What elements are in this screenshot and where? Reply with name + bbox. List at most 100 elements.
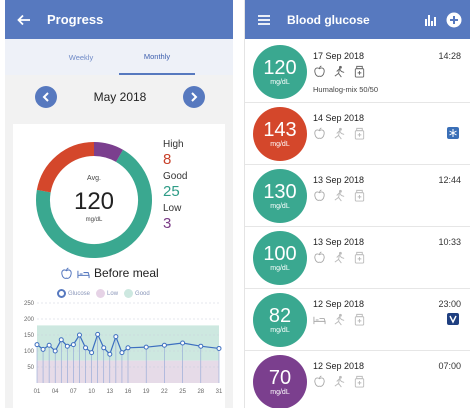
glucose-entry[interactable]: 100 mg/dL 13 Sep 2018 10:33 — [245, 227, 470, 289]
legend-good-label: Good — [135, 291, 150, 298]
entry-date: 12 Sep 2018 — [313, 361, 365, 371]
meal-label: Before meal — [94, 266, 159, 280]
y-tick-label: 250 — [24, 301, 35, 307]
entry-time: 10:33 — [438, 237, 461, 247]
statistics-icon[interactable] — [424, 13, 438, 27]
snowflake-icon — [447, 127, 459, 139]
tab-weekly[interactable]: Weekly — [68, 52, 94, 62]
glucose-value-badge: 143 mg/dL — [253, 107, 307, 161]
glucose-data-point — [34, 342, 40, 348]
legend-glucose-label: Glucose — [68, 291, 91, 298]
progress-screen: Progress Weekly Monthly May 2018 Avg. 12… — [5, 0, 233, 408]
low-swatch-icon — [96, 289, 106, 298]
entry-date: 12 Sep 2018 — [313, 299, 365, 309]
entry-date: 17 Sep 2018 — [313, 51, 365, 61]
good-count: 25 — [163, 183, 180, 200]
good-label: Good — [163, 171, 188, 182]
glucose-data-point — [119, 350, 125, 356]
entry-date: 13 Sep 2018 — [313, 237, 365, 247]
glucose-entry[interactable]: 143 mg/dL 14 Sep 2018 — [245, 103, 470, 165]
low-count: 3 — [163, 215, 172, 232]
medication-icon — [354, 375, 365, 388]
x-tick-label: 01 — [34, 389, 41, 395]
back-arrow-icon[interactable] — [17, 13, 31, 27]
glucose-data-point — [101, 345, 107, 351]
glucose-data-point — [40, 346, 46, 352]
glucose-data-point — [76, 332, 82, 338]
medication-icon — [354, 313, 365, 326]
legend-glucose: Glucose — [57, 289, 90, 298]
range-counts: High 8 Good 25 Low 3 — [163, 139, 187, 235]
glucose-unit: mg/dL — [270, 141, 290, 148]
apple-icon — [314, 127, 325, 139]
glucose-entry[interactable]: 82 mg/dL 12 Sep 2018 23:00 — [245, 289, 470, 351]
high-count: 8 — [163, 151, 172, 168]
tab-monthly[interactable]: Monthly — [119, 39, 195, 75]
low-label: Low — [163, 203, 182, 214]
glucose-data-point — [161, 342, 167, 348]
bed-icon — [77, 270, 90, 278]
entry-date: 13 Sep 2018 — [313, 175, 365, 185]
next-month-button[interactable] — [182, 86, 205, 108]
chevron-right-icon — [191, 92, 198, 102]
entry-tags — [313, 375, 366, 388]
donut-segment-good — [36, 149, 152, 258]
y-tick-label: 150 — [24, 333, 35, 339]
y-tick-label: 100 — [24, 349, 35, 355]
entry-date: 14 Sep 2018 — [313, 113, 365, 123]
previous-month-button[interactable] — [35, 86, 57, 108]
glucose-data-point — [89, 350, 95, 356]
entry-time: 12:44 — [438, 175, 461, 185]
x-tick-label: 13 — [106, 389, 113, 395]
glucose-data-point — [180, 340, 186, 346]
x-tick-label: 04 — [52, 389, 59, 395]
glucose-entry[interactable]: 120 mg/dL 17 Sep 2018 14:28 Humalog-mix … — [245, 41, 470, 103]
entry-tags — [313, 313, 366, 326]
legend-good: Good — [124, 289, 150, 298]
glucose-value-badge: 100 mg/dL — [253, 231, 307, 285]
add-icon[interactable] — [446, 12, 462, 28]
glucose-data-point — [216, 345, 222, 351]
donut-segment-high — [36, 142, 95, 193]
glucose-value-badge: 82 mg/dL — [253, 293, 307, 347]
glucose-value: 70 — [268, 367, 292, 389]
glucose-value: 143 — [263, 119, 297, 141]
glucose-data-point — [143, 344, 149, 350]
chart-legend: Glucose Low Good — [57, 289, 150, 298]
glucose-data-point — [64, 343, 70, 349]
y-tick-label: 200 — [24, 317, 35, 323]
meal-filter[interactable]: Before meal — [60, 266, 159, 280]
progress-app-bar: Progress — [5, 0, 233, 39]
glucose-value: 130 — [263, 181, 297, 203]
month-selector: May 2018 — [5, 75, 233, 119]
x-tick-label: 25 — [179, 389, 186, 395]
blood-glucose-screen: Blood glucose 120 mg/dL 17 Sep 2018 14:2… — [244, 0, 470, 408]
glucose-unit: mg/dL — [270, 327, 290, 334]
good-swatch-icon — [124, 289, 134, 298]
glucose-data-point — [52, 348, 58, 354]
apple-icon — [314, 375, 325, 387]
entry-time: 07:00 — [438, 361, 461, 371]
glucose-unit: mg/dL — [270, 79, 290, 86]
period-tabs: Weekly Monthly — [5, 39, 233, 75]
activity-icon — [334, 313, 345, 326]
glucose-entry[interactable]: 70 mg/dL 12 Sep 2018 07:00 — [245, 351, 470, 408]
glucose-data-point — [107, 351, 113, 357]
average-value: 120 — [74, 188, 114, 215]
glucose-entry[interactable]: 130 mg/dL 13 Sep 2018 12:44 — [245, 165, 470, 227]
month-label: May 2018 — [93, 90, 147, 104]
average-donut: Avg. 120 mg/dL — [36, 142, 152, 258]
x-tick-label: 19 — [143, 389, 150, 395]
donut-segment-low — [93, 142, 123, 163]
entry-tags — [313, 65, 366, 78]
glucose-value-badge: 130 mg/dL — [253, 169, 307, 223]
medication-icon — [354, 127, 365, 140]
glucose-line-chart: 50 100 150 200 250 01 04 07 10 13 16 19 22 25 28 31 — [24, 301, 223, 395]
glucose-unit: mg/dL — [270, 265, 290, 272]
apple-icon — [61, 266, 72, 279]
activity-icon — [334, 251, 345, 264]
entry-tags — [313, 127, 366, 140]
glucose-data-point — [113, 334, 119, 340]
menu-icon[interactable] — [257, 14, 271, 26]
